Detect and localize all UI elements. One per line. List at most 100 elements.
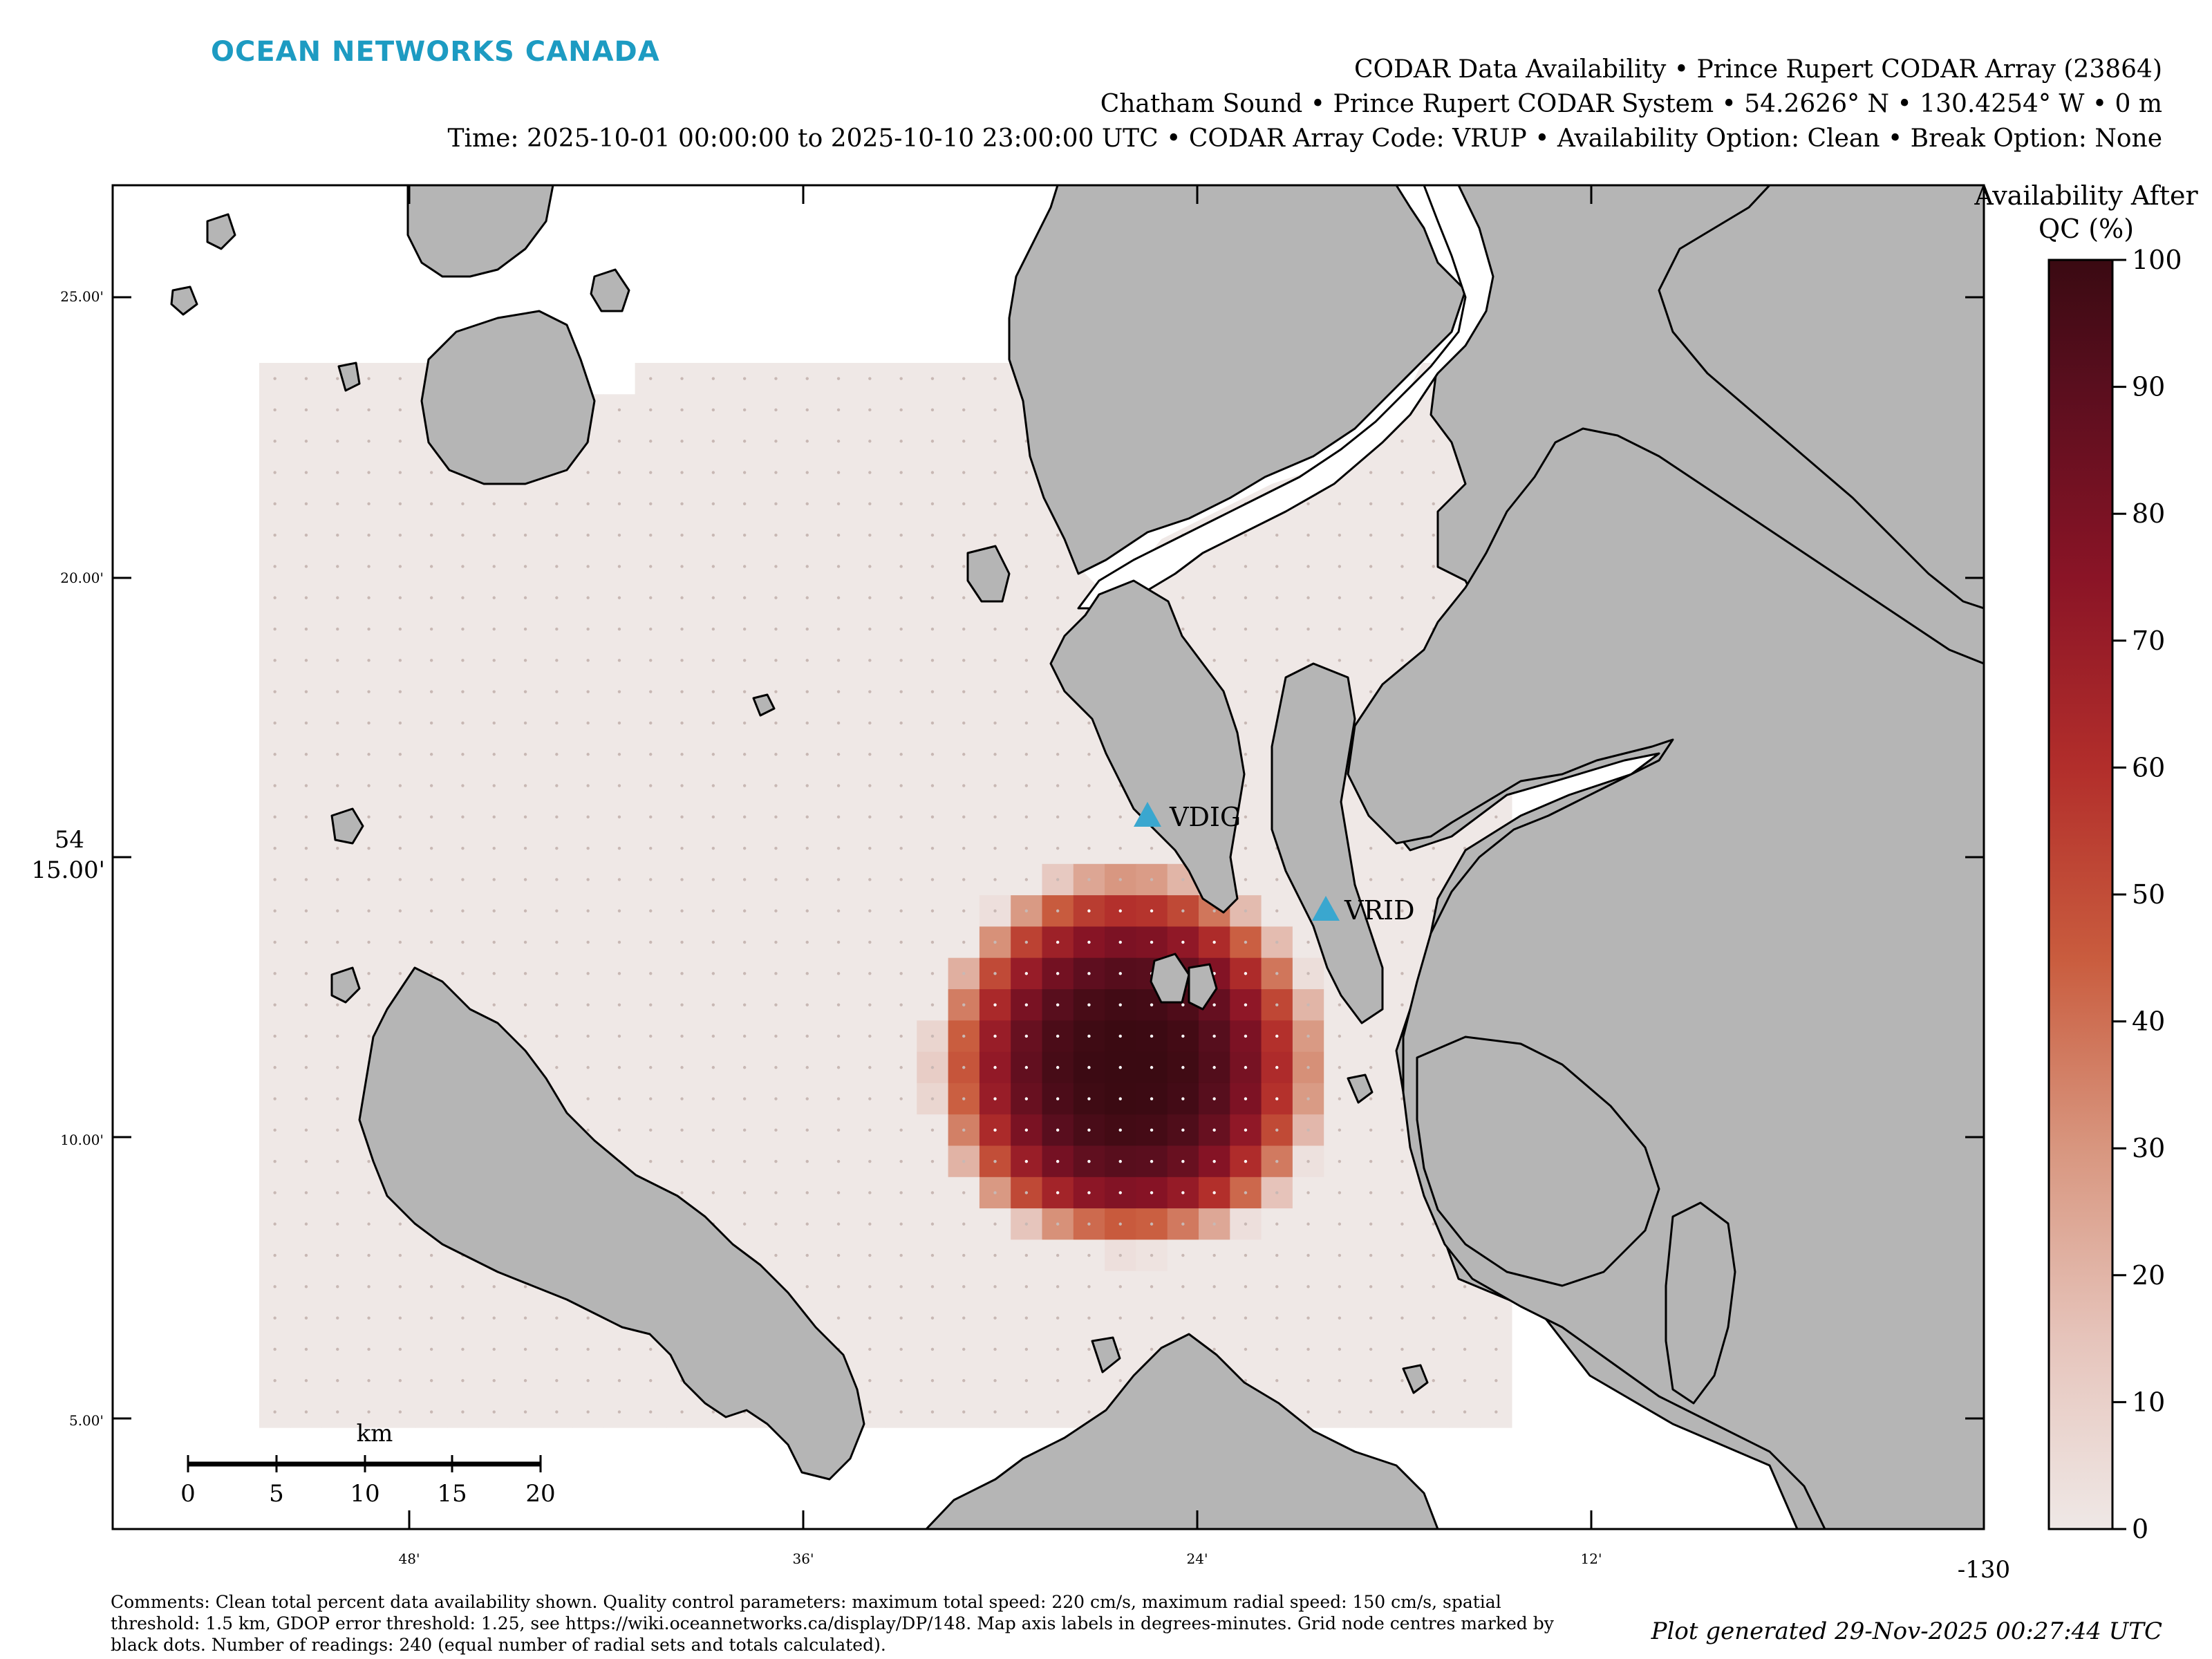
grid-node-dot: [429, 721, 433, 725]
grid-node-dot: [774, 1253, 778, 1257]
grid-node-dot: [336, 502, 339, 506]
grid-node-dot: [680, 909, 684, 912]
grid-node-dot: [962, 502, 966, 506]
grid-node-dot: [899, 471, 903, 474]
grid-node-dot: [1024, 1159, 1029, 1163]
grid-node-dot: [1338, 565, 1342, 568]
grid-node-dot: [1244, 784, 1248, 787]
grid-node-dot: [711, 1003, 715, 1006]
grid-node-dot: [899, 846, 903, 850]
grid-node-dot: [273, 1379, 276, 1382]
grid-node-dot: [523, 1034, 527, 1038]
grid-node-dot: [1244, 909, 1248, 912]
grid-node-dot: [1024, 940, 1029, 944]
grid-node-dot: [742, 1003, 747, 1006]
grid-node-dot: [649, 1034, 653, 1038]
grid-node-dot: [555, 846, 559, 850]
grid-node-dot: [1150, 1003, 1154, 1006]
station-vrid-marker: [1312, 896, 1340, 921]
grid-node-dot: [1056, 1191, 1060, 1194]
grid-node-dot: [1275, 1128, 1279, 1132]
grid-node-dot: [1338, 1191, 1342, 1194]
grid-node-dot: [649, 815, 653, 819]
grid-node-dot: [336, 690, 339, 693]
grid-node-dot: [429, 1316, 433, 1320]
grid-node-dot: [962, 1159, 966, 1163]
grid-node-dot: [367, 909, 371, 912]
grid-node-dot: [1306, 1347, 1310, 1351]
grid-node-dot: [742, 815, 747, 819]
grid-node-dot: [1275, 1222, 1279, 1226]
onc-logo: OCEAN NETWORKS CANADA: [211, 36, 660, 68]
grid-node-dot: [1087, 815, 1091, 819]
grid-node-dot: [1118, 815, 1122, 819]
grid-node-dot: [1056, 721, 1060, 725]
grid-node-dot: [680, 440, 684, 443]
peninsula-vdig: [1049, 579, 1246, 914]
grid-node-dot: [523, 972, 527, 975]
grid-node-dot: [742, 1159, 747, 1163]
grid-node-dot: [1244, 846, 1248, 850]
grid-node-dot: [962, 1347, 966, 1351]
grid-node-dot: [1432, 1379, 1435, 1382]
grid-node-dot: [1432, 1222, 1435, 1226]
grid-node-dot: [273, 1034, 276, 1038]
grid-node-dot: [367, 1410, 371, 1414]
grid-node-dot: [1369, 690, 1373, 693]
grid-node-dot: [1056, 784, 1060, 787]
grid-node-dot: [1181, 1159, 1185, 1163]
grid-node-dot: [711, 690, 715, 693]
grid-node-dot: [1024, 815, 1029, 819]
scale-tick-label: 10: [350, 1480, 379, 1508]
grid-node-dot: [273, 1222, 276, 1226]
grid-node-dot: [836, 909, 841, 912]
grid-node-dot: [868, 440, 872, 443]
grid-node-dot: [429, 1379, 433, 1382]
grid-node-dot: [1150, 1347, 1154, 1351]
grid-node-dot: [555, 1410, 559, 1414]
grid-node-dot: [523, 815, 527, 819]
grid-node-dot: [304, 502, 308, 506]
grid-node-dot: [273, 596, 276, 599]
grid-node-dot: [304, 815, 308, 819]
grid-node-dot: [711, 878, 715, 881]
grid-node-dot: [868, 753, 872, 756]
grid-node-dot: [836, 502, 841, 506]
grid-node-dot: [711, 1159, 715, 1163]
grid-node-dot: [1024, 1097, 1029, 1100]
grid-node-dot: [1244, 565, 1248, 568]
grid-node-dot: [304, 1316, 308, 1320]
grid-node-dot: [398, 721, 402, 725]
grid-node-dot: [1275, 659, 1279, 662]
grid-node-dot: [680, 565, 684, 568]
grid-node-dot: [805, 471, 809, 474]
grid-node-dot: [711, 1097, 715, 1100]
grid-node-dot: [836, 1128, 841, 1132]
grid-node-dot: [1056, 1285, 1060, 1288]
grid-node-dot: [1056, 1316, 1060, 1320]
grid-node-dot: [742, 440, 747, 443]
grid-node-dot: [555, 627, 559, 631]
grid-node-dot: [993, 909, 997, 912]
grid-node-dot: [523, 753, 527, 756]
grid-node-dot: [1400, 1316, 1404, 1320]
grid-node-dot: [962, 753, 966, 756]
grid-node-dot: [1212, 1159, 1216, 1163]
grid-node-dot: [429, 815, 433, 819]
grid-node-dot: [461, 1379, 465, 1382]
grid-node-dot: [617, 1347, 621, 1351]
grid-node-dot: [649, 972, 653, 975]
grid-node-dot: [868, 1379, 872, 1382]
grid-node-dot: [461, 753, 465, 756]
islet-11: [1402, 1364, 1429, 1394]
grid-node-dot: [930, 377, 935, 380]
grid-node-dot: [993, 1034, 997, 1038]
grid-node-dot: [336, 659, 339, 662]
grid-node-dot: [398, 502, 402, 506]
grid-node-dot: [398, 471, 402, 474]
grid-node-dot: [742, 1128, 747, 1132]
grid-node-dot: [930, 972, 935, 975]
x-tick-label: 24': [1187, 1550, 1208, 1567]
grid-node-dot: [1056, 1347, 1060, 1351]
grid-node-dot: [774, 878, 778, 881]
